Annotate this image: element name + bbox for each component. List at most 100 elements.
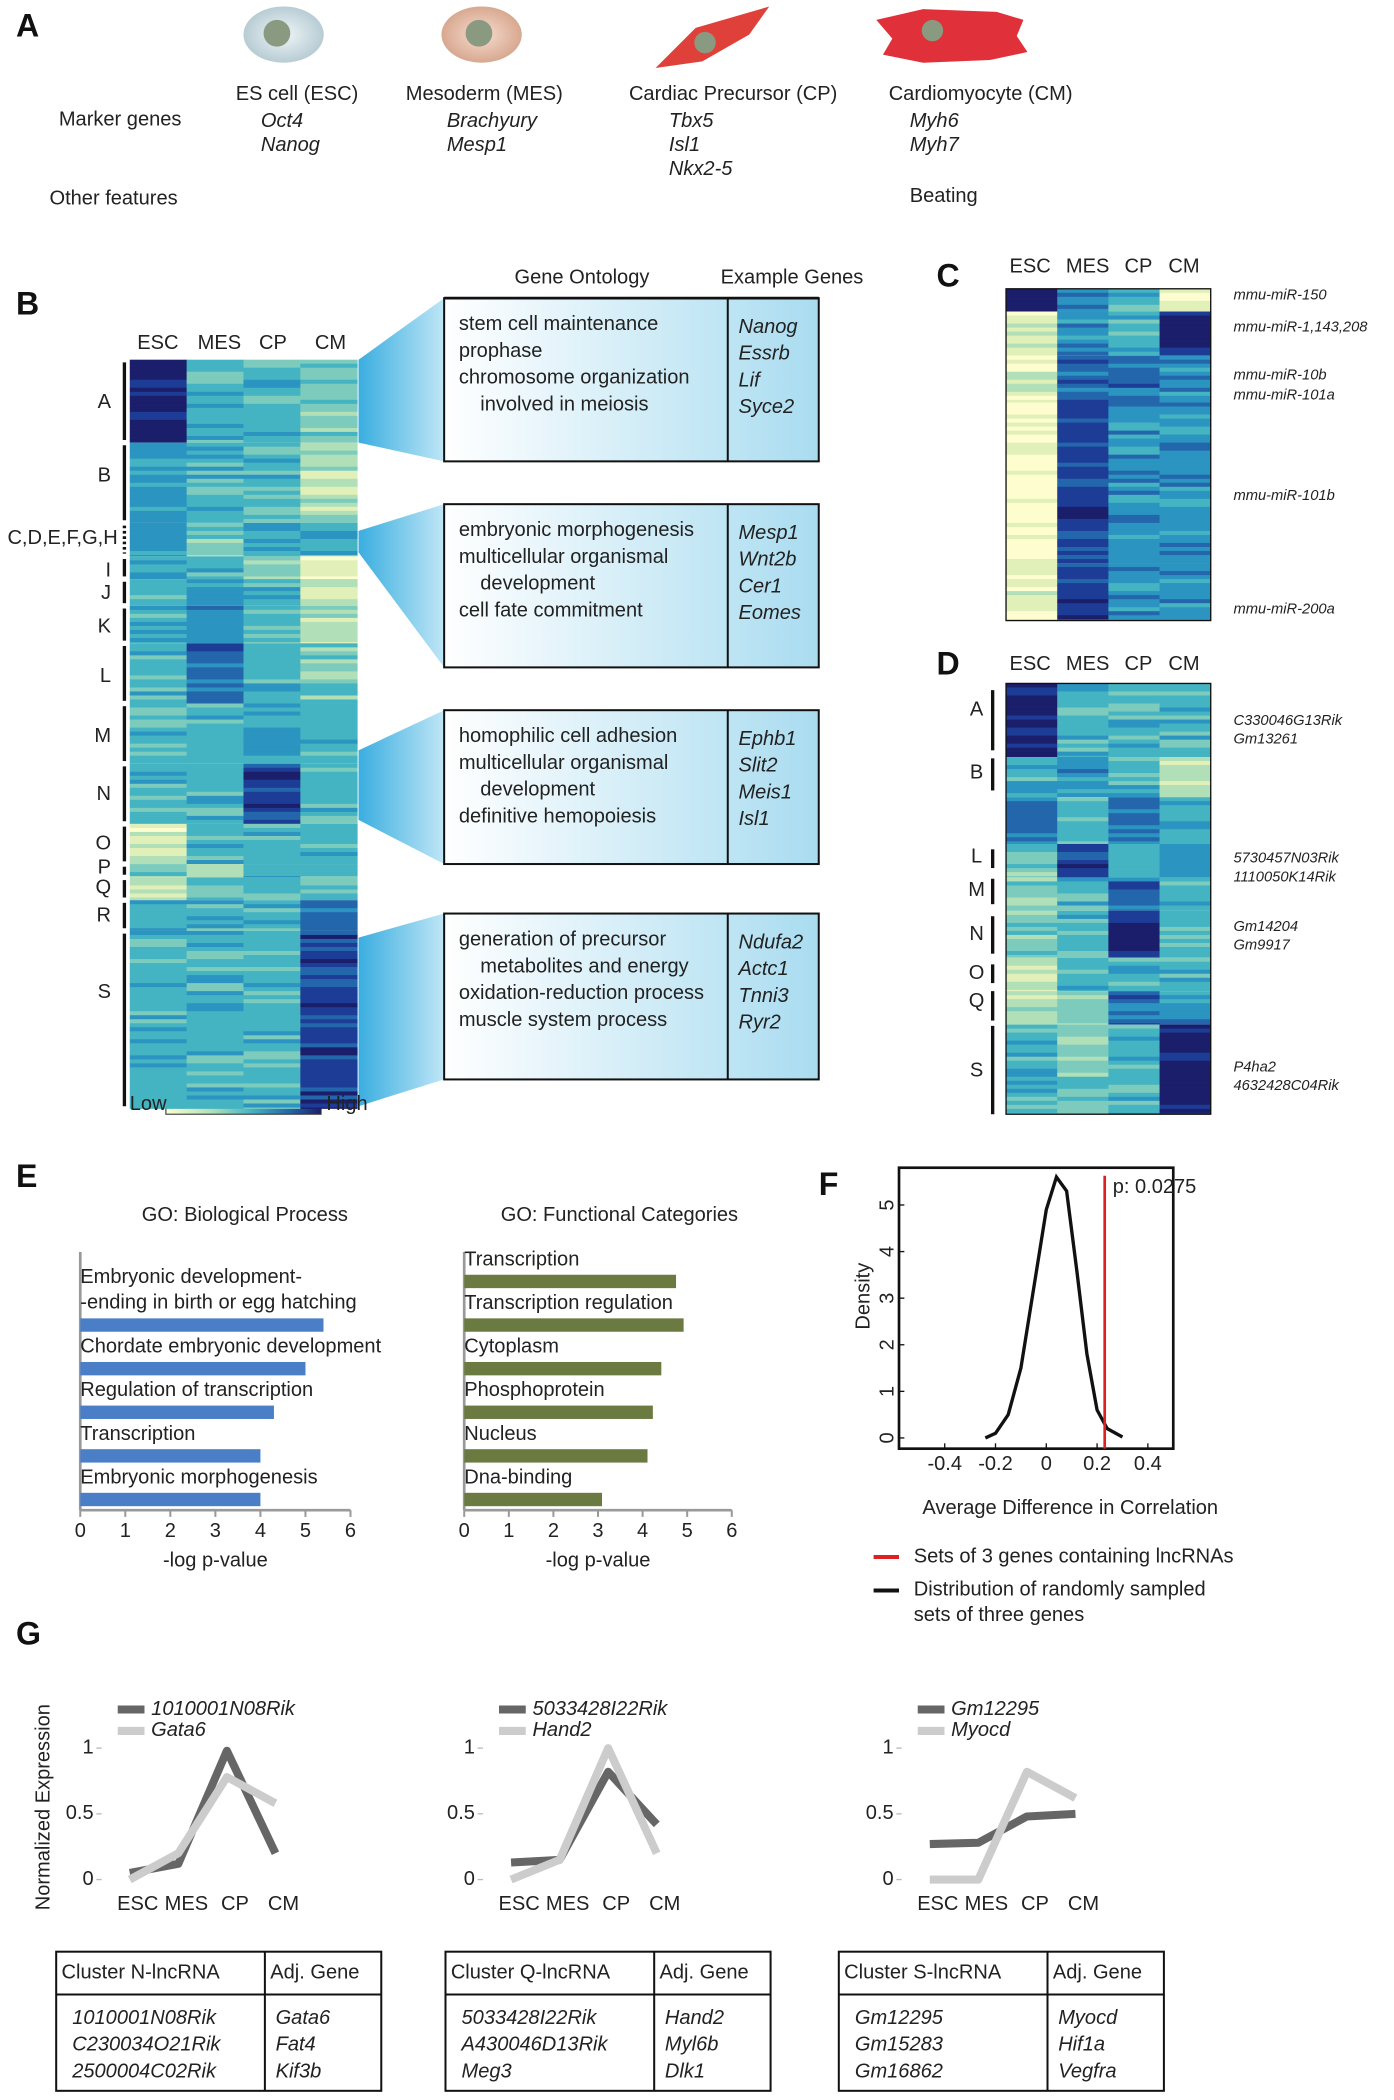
- heat-cell: [243, 1011, 301, 1016]
- heat-cell: [243, 795, 301, 801]
- heat-cell: [1159, 542, 1212, 548]
- heat-cell: [300, 518, 358, 523]
- table-cell: Gm15283: [855, 2034, 943, 2056]
- heat-cell: [243, 739, 301, 745]
- heat-cell: [1108, 546, 1160, 552]
- heat-cell: [186, 564, 244, 569]
- heat-cell: [1159, 910, 1212, 916]
- category-label: Transcription regulation: [464, 1292, 673, 1314]
- heat-cell: [1159, 462, 1212, 468]
- heat-cell: [186, 959, 244, 964]
- heat-cell: [186, 379, 244, 385]
- heat-cell: [1006, 546, 1058, 552]
- heat-cell: [1057, 331, 1109, 337]
- heat-cell: [1159, 1092, 1212, 1098]
- heat-cell: [1159, 1028, 1212, 1034]
- x-tick-label: 0.2: [1083, 1453, 1111, 1475]
- heat-cell: [186, 930, 244, 936]
- heat-cell: [186, 359, 244, 365]
- heat-cell: [243, 852, 301, 857]
- heat-cell: [186, 446, 244, 452]
- heat-cell: [243, 872, 301, 877]
- table-cell: C230034O21Rik: [72, 2034, 221, 2056]
- heat-cell: [1159, 1080, 1212, 1086]
- heat-cell: [186, 395, 244, 401]
- heat-cell: [1006, 1056, 1058, 1062]
- heat-cell: [1159, 1104, 1212, 1110]
- heat-cell: [1159, 773, 1212, 778]
- heat-cell: [186, 719, 244, 724]
- heat-cell: [186, 1007, 244, 1012]
- heat-cell: [1057, 347, 1109, 353]
- heat-cell: [1057, 957, 1109, 963]
- heat-cell: [243, 771, 301, 777]
- marker-gene: Tbx5: [669, 110, 714, 132]
- heat-cell: [1006, 510, 1058, 516]
- heat-cell: [300, 379, 358, 385]
- heat-cell: [1006, 751, 1058, 757]
- heatmap-c: [1006, 288, 1212, 621]
- mirna-label: mmu-miR-1,143,208: [1233, 319, 1368, 335]
- heat-cell: [1006, 743, 1058, 749]
- marker-gene: Isl1: [669, 134, 700, 156]
- heat-cell: [1108, 619, 1160, 621]
- heat-cell: [1159, 860, 1212, 865]
- heat-cell: [129, 751, 188, 757]
- heat-cell: [1159, 375, 1212, 381]
- cluster-label: R: [97, 905, 111, 927]
- heat-cell: [243, 498, 301, 504]
- heat-cell: [300, 605, 358, 611]
- heat-cell: [1108, 359, 1160, 365]
- heat-cell: [1006, 683, 1058, 688]
- heat-cell: [1057, 615, 1109, 620]
- heat-cell: [300, 759, 358, 764]
- y-tick-label: 0: [877, 1432, 899, 1443]
- heat-cell: [1108, 399, 1160, 403]
- heat-cell: [243, 435, 301, 441]
- heat-cell: [1108, 379, 1160, 385]
- heat-cell: [1006, 755, 1058, 758]
- heat-cell: [1006, 486, 1058, 492]
- go-fans: [358, 298, 445, 1107]
- heat-cell: [243, 395, 301, 401]
- heat-cell: [1159, 793, 1212, 798]
- heat-cell: [1159, 1060, 1212, 1066]
- heat-cell: [1108, 715, 1160, 720]
- heat-cell: [1159, 359, 1212, 365]
- mirna-label: mmu-miR-101b: [1233, 488, 1334, 504]
- heat-cell: [1108, 1104, 1160, 1110]
- heat-cell: [243, 975, 301, 980]
- heat-cell: [300, 955, 358, 960]
- bar: [80, 1405, 274, 1419]
- heat-cell: [1108, 559, 1160, 564]
- heat-cell: [1006, 300, 1058, 306]
- heat-cell: [129, 568, 188, 573]
- heat-cell: [243, 458, 301, 464]
- heat-cell: [300, 835, 358, 841]
- heat-cell: [1057, 351, 1109, 356]
- heat-cell: [1108, 841, 1160, 844]
- heat-cell: [1159, 739, 1212, 745]
- heat-cell: [300, 897, 358, 901]
- heat-cell: [1006, 319, 1058, 324]
- heat-cell: [1159, 785, 1212, 790]
- heat-cell: [186, 603, 244, 606]
- heat-cell: [243, 831, 301, 837]
- heat-cell: [1057, 514, 1109, 520]
- heat-cell: [1006, 446, 1058, 452]
- heat-cell: [129, 629, 188, 635]
- heat-cell: [1159, 926, 1212, 932]
- heat-cell: [1159, 961, 1212, 967]
- heat-cell: [1057, 833, 1109, 838]
- heat-cell: [1057, 727, 1109, 733]
- heat-cell: [1057, 1064, 1109, 1070]
- heat-cell: [300, 454, 358, 460]
- heat-cell: [186, 1079, 244, 1084]
- heat-cell: [186, 811, 244, 817]
- heat-cell: [300, 727, 358, 733]
- heat-cell: [129, 791, 188, 797]
- heat-cell: [1057, 414, 1109, 419]
- heat-cell: [300, 991, 358, 996]
- heat-cell: [1108, 785, 1160, 790]
- heat-cell: [1159, 399, 1212, 403]
